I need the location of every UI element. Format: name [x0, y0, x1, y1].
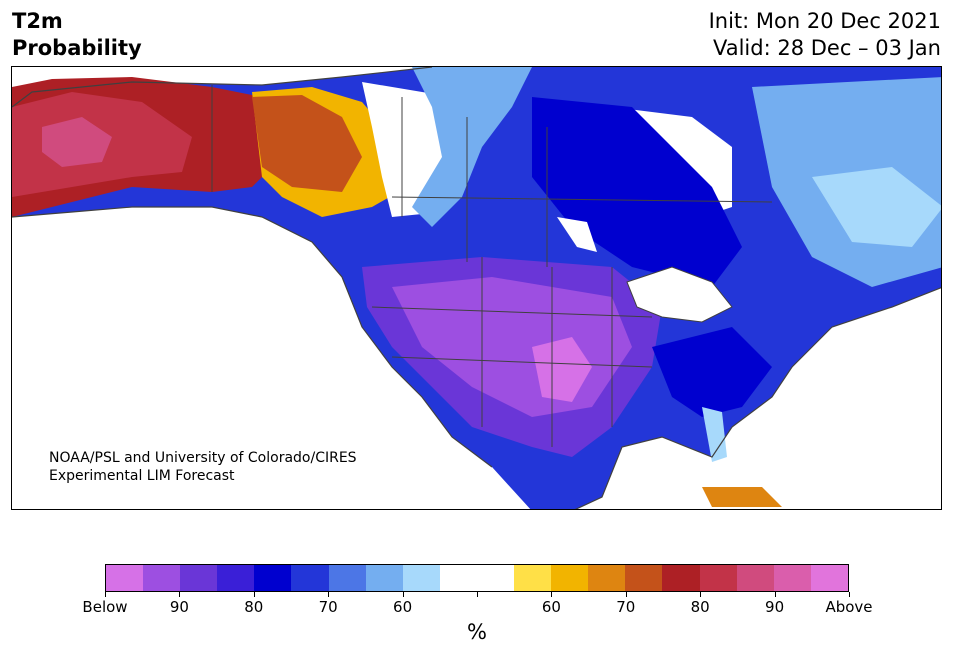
colorbar-tick-label: 90 [169, 598, 189, 616]
colorbar-tick-label: 80 [690, 598, 710, 616]
state-province-borders [211, 85, 773, 447]
colorbar-segment [106, 565, 144, 591]
probability-map [11, 66, 942, 510]
valid-range: Valid: 28 Dec – 03 Jan [712, 36, 941, 60]
canada-lightblue [412, 67, 532, 227]
colorbar-segment [365, 565, 403, 591]
colorbar-segment [439, 565, 477, 591]
colorbar-tick [253, 592, 255, 597]
colorbar-tick-label: 80 [244, 598, 264, 616]
colorbar-tick-label: Above [825, 598, 873, 616]
colorbar-segment [662, 565, 700, 591]
colorbar-tick-label: 60 [541, 598, 561, 616]
colorbar-tick-label: Below [82, 598, 128, 616]
coastline [12, 67, 941, 509]
colorbar-tick-label: 70 [318, 598, 338, 616]
colorbar-tick [179, 592, 181, 597]
title-line-1: T2m [12, 9, 63, 33]
colorbar-tick [849, 592, 850, 597]
colorbar-tick-label: 70 [616, 598, 636, 616]
title-line-2: Probability [12, 36, 142, 60]
southern-plains-peak [532, 337, 592, 402]
colorbar-tick [402, 592, 404, 597]
map-canvas [12, 67, 941, 509]
florida-light [702, 407, 727, 462]
labrador-lighter [812, 167, 941, 247]
colorbar-tick-label: 90 [765, 598, 785, 616]
init-date: Init: Mon 20 Dec 2021 [708, 9, 941, 33]
credit-line-1: NOAA/PSL and University of Colorado/CIRE… [49, 450, 357, 466]
forecast-dates: Init: Mon 20 Dec 2021 Valid: 28 Dec – 03 … [709, 8, 941, 62]
colorbar-segment [328, 565, 366, 591]
central-canada-darkblue [532, 97, 742, 287]
colorbar-segment [588, 565, 626, 591]
colorbar-tick [105, 592, 106, 597]
colorbar-tick [625, 592, 627, 597]
colorbar-segment [180, 565, 218, 591]
colorbar-segment [291, 565, 329, 591]
lake-winnipeg [557, 217, 597, 252]
colorbar-tick [774, 592, 776, 597]
colorbar-segment [514, 565, 552, 591]
colorbar-segment [625, 565, 663, 591]
colorbar-segment [736, 565, 774, 591]
colorbar-tick-label: 60 [393, 598, 413, 616]
colorbar-segment [143, 565, 181, 591]
colorbar-unit: % [467, 620, 487, 644]
credit-line-2: Experimental LIM Forecast [49, 468, 235, 484]
colorbar-segment [476, 565, 515, 591]
colorbar-tick [551, 592, 553, 597]
alaska-peak [42, 117, 112, 167]
map-title: T2m Probability [12, 8, 142, 62]
yukon-orange [252, 95, 362, 192]
southeast-blue [652, 327, 772, 417]
colorbar-segment [254, 565, 292, 591]
colorbar-segment [810, 565, 848, 591]
data-credit: NOAA/PSL and University of Colorado/CIRE… [49, 449, 357, 485]
colorbar [105, 564, 849, 592]
colorbar-tick [700, 592, 702, 597]
colorbar-tick [477, 592, 478, 597]
colorbar-segment [699, 565, 737, 591]
cuba-warm [702, 487, 782, 507]
colorbar-ticks [105, 592, 850, 598]
colorbar-tick [328, 592, 330, 597]
colorbar-segment [551, 565, 589, 591]
colorbar-segment [773, 565, 811, 591]
colorbar-segment [217, 565, 255, 591]
great-lakes [626, 266, 733, 323]
colorbar-segment [402, 565, 440, 591]
